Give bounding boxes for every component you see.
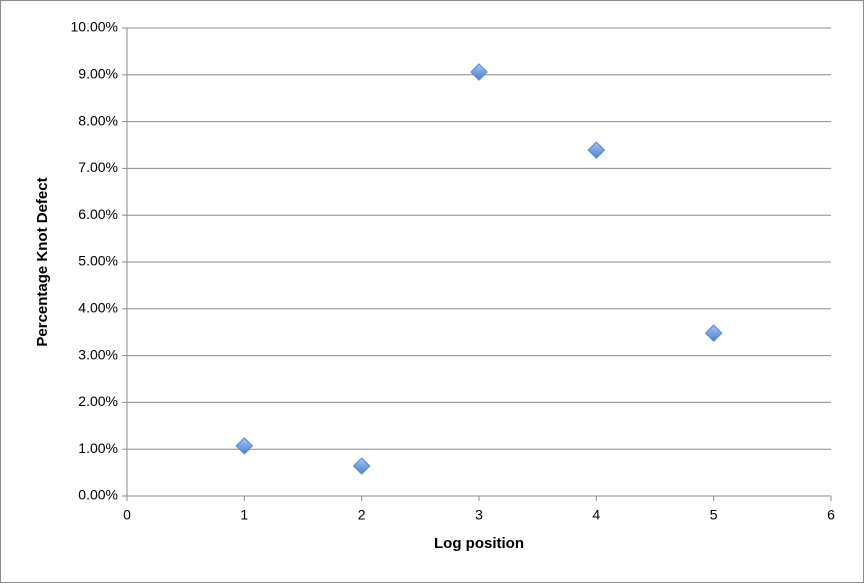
x-axis-title: Log position — [434, 535, 524, 552]
y-tick-label: 5.00% — [78, 253, 118, 269]
point — [587, 141, 606, 159]
x-tick-label: 1 — [240, 507, 248, 523]
x-tick-label: 2 — [358, 507, 366, 523]
x-tick-label: 0 — [123, 507, 131, 523]
y-tick-label: 9.00% — [78, 66, 118, 82]
point — [704, 324, 723, 342]
y-tick-label: 1.00% — [78, 440, 118, 456]
point — [352, 457, 371, 475]
y-tick-label: 2.00% — [78, 393, 118, 409]
point — [235, 437, 254, 455]
y-tick-label: 7.00% — [78, 159, 118, 175]
x-tick-label: 5 — [710, 507, 718, 523]
y-tick-label: 8.00% — [78, 112, 118, 128]
x-tick-label: 4 — [592, 507, 600, 523]
y-tick-label: 6.00% — [78, 206, 118, 222]
y-tick-label: 4.00% — [78, 300, 118, 316]
point — [470, 63, 488, 81]
x-tick-label: 6 — [827, 507, 835, 523]
y-tick-label: 0.00% — [78, 487, 118, 503]
x-tick-label: 3 — [475, 507, 483, 523]
y-axis-title: Percentage Knot Defect — [34, 177, 51, 346]
y-tick-label: 3.00% — [78, 346, 118, 362]
y-tick-label: 10.00% — [71, 19, 118, 35]
